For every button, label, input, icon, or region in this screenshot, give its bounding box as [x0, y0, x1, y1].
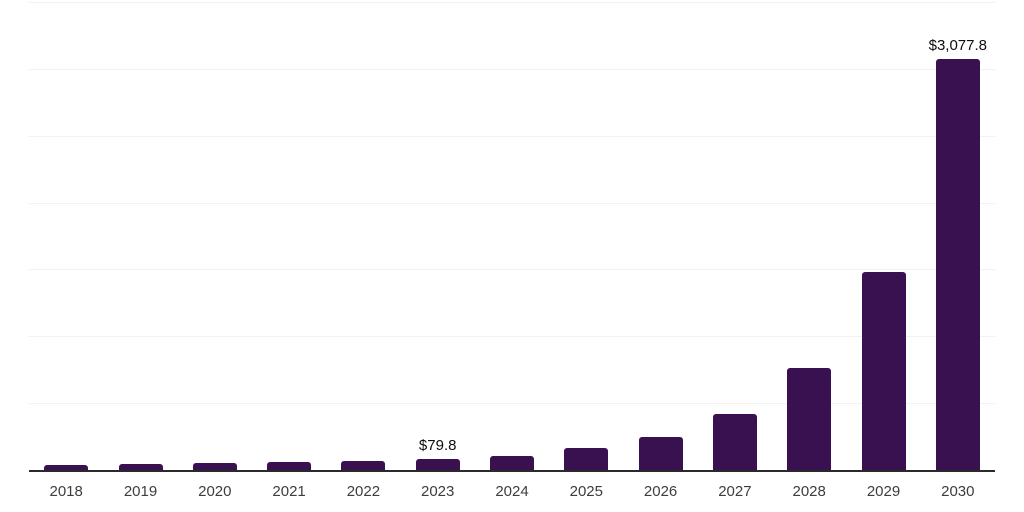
x-axis-label-2019: 2019 — [123, 483, 158, 500]
plot-area: $79.8 $3,077.8 — [29, 2, 995, 472]
gridline — [29, 202, 995, 204]
bar-2024 — [490, 455, 534, 470]
gridline — [29, 135, 995, 137]
x-axis-label-2030: 2030 — [941, 483, 975, 500]
x-axis-label-2026: 2026 — [643, 483, 678, 500]
bar-2029 — [861, 272, 906, 470]
x-axis-label-2021: 2021 — [272, 483, 306, 500]
value-label-2023: $79.8 — [418, 437, 457, 455]
x-axis-label-2024: 2024 — [495, 483, 529, 500]
bar-2026 — [638, 437, 683, 470]
bar-2027 — [712, 413, 757, 470]
bar-2020 — [192, 463, 237, 470]
gridline — [29, 269, 995, 271]
x-axis-label-2027: 2027 — [718, 483, 752, 500]
x-axis-label-2022: 2022 — [346, 483, 381, 500]
gridline — [29, 336, 995, 338]
x-axis-label-2025: 2025 — [569, 483, 603, 500]
x-axis-label-2029: 2029 — [866, 483, 901, 500]
bar-2022 — [341, 460, 386, 470]
x-axis-label-2020: 2020 — [198, 483, 232, 500]
gridline — [29, 403, 995, 405]
bar-2019 — [118, 463, 163, 470]
gridline — [29, 68, 995, 70]
bar-2018 — [44, 465, 89, 470]
bar-2030 — [935, 58, 980, 470]
bar-2028 — [787, 368, 832, 470]
bar-2021 — [267, 461, 312, 470]
x-axis-labels: 2018 2019 2020 2021 2022 2023 2024 2025 2026 2027… — [29, 484, 995, 502]
x-axis-label-2023: 2023 — [421, 483, 455, 500]
bar-2025 — [564, 447, 609, 470]
value-label-2030: $3,077.8 — [928, 36, 987, 54]
bar-2023 — [415, 459, 460, 470]
gridline — [29, 2, 995, 3]
x-axis-label-2018: 2018 — [49, 483, 83, 500]
x-axis-label-2028: 2028 — [792, 483, 826, 500]
